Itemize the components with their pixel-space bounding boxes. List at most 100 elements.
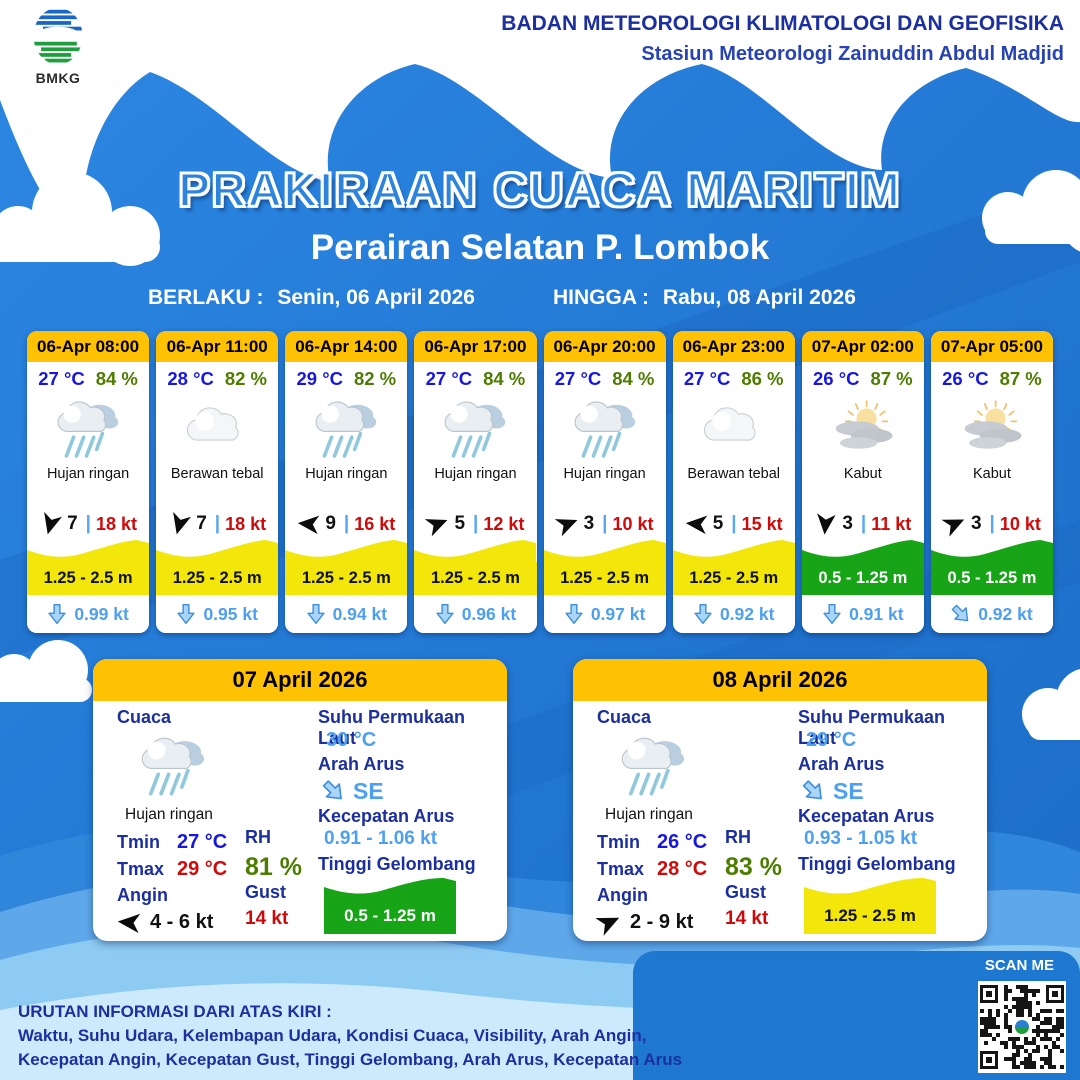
wave-height-band: 1.25 - 2.5 m [543,540,666,595]
wave-height: 1.25 - 2.5 m [43,569,133,587]
wind-direction-icon [684,513,709,535]
current-range: 0.91 - 1.06 kt [324,828,438,849]
card-temps: 26 °C 87 % [931,364,1053,394]
forecast-card: 06-Apr 08:00 27 °C 84 % Hujan ringan 7 |… [27,331,150,633]
wind-row: 2 - 9 kt [597,907,725,937]
current-direction-icon [435,602,455,626]
condition-label: Hujan ringan [434,466,517,482]
wind-direction-icon [940,510,969,538]
wind-row: 5 | 15 kt [673,508,795,540]
wind-direction-icon [38,510,63,537]
weather-icon [802,394,924,466]
current-speed: 0.99 kt [74,603,129,624]
current-speed: 0.92 kt [978,603,1033,624]
daily-date: 07 April 2026 [93,659,507,701]
humidity: 82 % [353,368,397,389]
angin-label: Angin [597,884,648,905]
current-direction-value: SE [353,777,384,804]
bmkg-logo-text: BMKG [35,70,81,86]
current-direction-icon [693,602,713,626]
wind-direction-icon [594,907,625,936]
valid-to: HINGGA : Rabu, 08 April 2026 [553,286,856,310]
current-direction: SE [802,776,976,806]
separator: | [989,513,995,534]
arah-arus-label: Arah Arus [318,754,405,774]
hourly-forecast-row: 06-Apr 08:00 27 °C 84 % Hujan ringan 7 |… [27,331,1053,633]
daily-body: Cuaca Hujan ringan Tmin 26 °C Tmax 28 °C… [573,701,987,941]
scan-panel: SCAN ME [633,951,1080,1080]
qr-finder [1046,985,1064,1003]
kecepatan-arus-label: Kecepatan Arus [798,806,935,826]
humidity: 84 % [483,368,526,389]
forecast-card: 06-Apr 20:00 27 °C 84 % Hujan ringan 3 |… [543,331,666,633]
card-time: 07-Apr 02:00 [801,331,924,362]
weather-icon [673,394,795,466]
current-speed: 0.92 kt [719,603,775,624]
sst-label: Suhu Permukaan Laut [798,707,946,748]
org-name: BADAN METEOROLOGI KLIMATOLOGI DAN GEOFIS… [501,12,1064,35]
current-direction-icon [946,598,977,629]
sst-label: Suhu Permukaan Laut [318,707,466,748]
scan-me-label: SCAN ME [984,957,1054,974]
wave-height: 0.5 - 1.25 m [947,569,1037,587]
separator: | [731,513,737,534]
wind-row: 5 | 12 kt [414,508,536,540]
valid-from-value: Senin, 06 April 2026 [277,286,475,309]
wind-gust: 10 kt [999,513,1041,534]
current-direction-icon [306,602,326,626]
tinggi-gelombang-label: Tinggi Gelombang [318,854,476,874]
wave-height-band: 0.5 - 1.25 m [801,540,924,595]
wave-height: 1.25 - 2.5 m [560,569,650,587]
card-time: 06-Apr 14:00 [285,331,408,362]
cuaca-label: Cuaca [597,707,652,727]
daily-sea-column: Suhu Permukaan Laut 30 °C Arah Arus SE K… [318,707,496,934]
tmax-label: Tmax [597,859,645,879]
wave-height-band: 1.25 - 2.5 m [156,540,279,595]
rh-label: RH [245,827,271,847]
current-direction-icon [564,602,584,626]
kecepatan-arus-label: Kecepatan Arus [318,806,455,826]
wave-height-band: 1.25 - 2.5 m [27,540,150,595]
cloud-shape [982,170,1080,252]
condition-label: Kabut [972,466,1011,482]
separator: | [214,513,221,534]
humidity: 84 % [612,368,655,389]
sst-value: 29 °C [806,729,857,751]
condition-label: Kabut [843,466,882,482]
forecast-card: 06-Apr 11:00 28 °C 82 % Berawan tebal 7 … [156,331,279,633]
humidity: 82 % [224,368,268,389]
humidity: 86 % [741,368,784,389]
current-range: 0.93 - 1.05 kt [804,828,918,849]
daily-card: 07 April 2026 Cuaca Hujan ringan Tmin 27… [93,659,507,941]
temperature: 29 °C [296,368,343,389]
temperature: 27 °C [425,368,473,389]
wave-height-band: 1.25 - 2.5 m [285,540,408,595]
temperature: 27 °C [554,368,602,389]
wave-height: 1.25 - 2.5 m [689,569,779,587]
wind-gust: 16 kt [354,513,396,534]
daily-card: 08 April 2026 Cuaca Hujan ringan Tmin 26… [573,659,987,941]
weather-icon [611,730,695,804]
tmax-value: 28 °C [657,858,708,880]
temperature: 27 °C [683,368,731,389]
wind-direction-icon [553,510,582,537]
current-direction-icon [822,602,842,626]
weather-icon [931,394,1053,466]
condition-label: Berawan tebal [687,466,781,482]
card-temps: 27 °C 84 % [544,364,666,394]
temperature: 26 °C [812,368,860,389]
card-temps: 27 °C 84 % [414,364,536,394]
condition-label: Hujan ringan [305,466,388,482]
daily-weather-column: Cuaca Hujan ringan Tmin 26 °C Tmax 28 °C… [597,707,725,937]
forecast-card: 07-Apr 02:00 26 °C 87 % Kabut 3 | 11 kt … [801,331,924,633]
current-row: 0.97 kt [543,595,666,633]
qr-code [980,985,1064,1069]
wave-height: 0.5 - 1.25 m [818,569,908,587]
wave-height-band: 1.25 - 2.5 m [672,540,795,595]
wind-range: 4 - 6 kt [150,910,214,933]
condition-label: Hujan ringan [125,806,213,823]
daily-sea-column: Suhu Permukaan Laut 29 °C Arah Arus SE K… [798,707,976,934]
current-row: 0.92 kt [672,595,795,633]
gust-value: 14 kt [725,908,769,929]
